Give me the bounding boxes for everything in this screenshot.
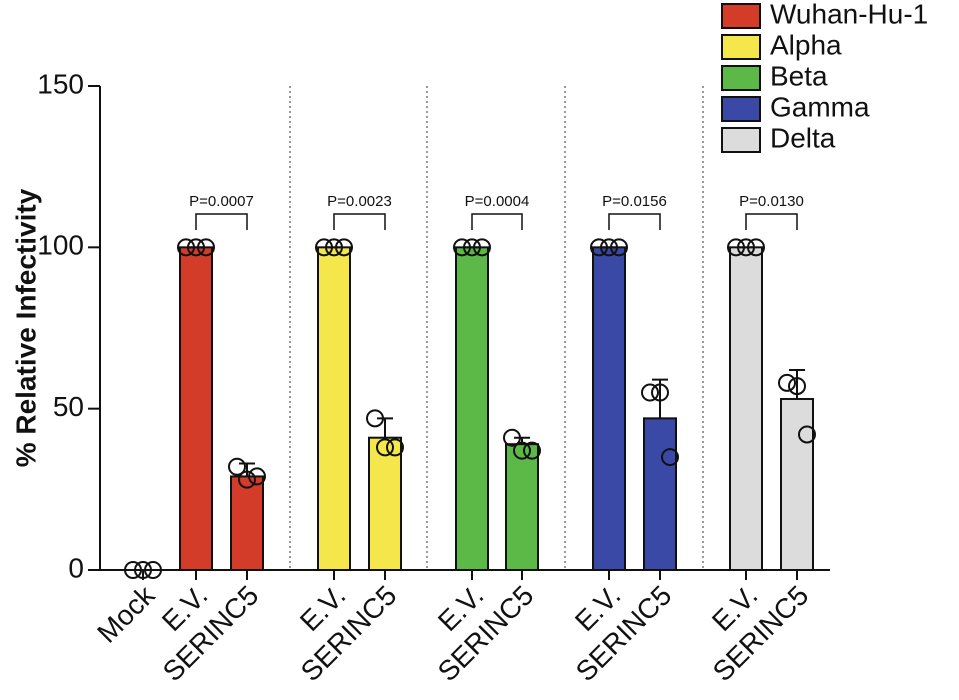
legend-label: Beta — [770, 60, 828, 91]
y-tick-label: 0 — [68, 552, 84, 583]
data-point — [134, 561, 152, 579]
separators — [289, 86, 704, 570]
bar — [505, 443, 539, 571]
data-point — [523, 441, 541, 460]
bar — [317, 246, 351, 571]
data-point — [778, 373, 796, 392]
data-point — [453, 238, 471, 257]
significance-bracket — [745, 213, 798, 230]
data-point — [651, 383, 669, 402]
significance-bracket — [608, 213, 661, 230]
data-point — [600, 238, 618, 257]
bar — [729, 246, 763, 571]
error-bar — [239, 462, 255, 477]
data-point — [737, 238, 755, 257]
data-point — [747, 238, 765, 257]
x-tick-label: SERINC5 — [432, 580, 540, 688]
data-point — [124, 561, 142, 579]
data-point — [503, 428, 521, 447]
data-point — [798, 425, 816, 444]
legend-swatch — [721, 34, 761, 60]
data-point — [386, 438, 404, 457]
bar — [368, 436, 402, 571]
error-bar — [377, 417, 393, 438]
data-point — [177, 238, 195, 257]
data-point — [335, 238, 353, 257]
legend-label: Alpha — [770, 29, 842, 60]
bar — [179, 246, 213, 571]
x-tick-label: Mock — [91, 579, 161, 649]
bar — [780, 397, 814, 571]
bar — [455, 246, 489, 571]
y-tick-label: 150 — [37, 68, 84, 99]
legend-swatch — [721, 3, 761, 29]
error-bar — [652, 378, 668, 419]
data-point — [513, 441, 531, 460]
data-point — [366, 409, 384, 428]
p-value: P=0.0023 — [327, 193, 392, 210]
y-axis-label: % Relative Infectivity — [10, 188, 41, 467]
data-point — [788, 377, 806, 396]
data-point — [144, 561, 162, 579]
data-point — [473, 238, 491, 257]
data-point — [197, 238, 215, 257]
legend-label: Delta — [770, 122, 836, 153]
data-point — [610, 238, 628, 257]
bar — [643, 417, 677, 572]
data-point — [238, 470, 256, 489]
bar — [592, 246, 626, 571]
data-point — [315, 238, 333, 257]
data-point — [187, 238, 205, 257]
data-point — [376, 438, 394, 457]
legend-label: Wuhan-Hu-1 — [770, 0, 928, 29]
data-point — [661, 448, 679, 467]
legend-swatch — [721, 127, 761, 153]
data-point — [325, 238, 343, 257]
data-point — [727, 238, 745, 257]
data-point — [590, 238, 608, 257]
significance-bracket — [471, 213, 523, 230]
significance-bracket — [195, 213, 248, 230]
legend-swatch — [721, 96, 761, 122]
significance-bracket — [333, 213, 386, 230]
legend-label: Gamma — [770, 91, 870, 122]
p-value: P=0.0130 — [739, 193, 804, 210]
data-point — [228, 457, 246, 476]
p-value: P=0.0004 — [465, 193, 530, 210]
p-value: P=0.0007 — [189, 193, 254, 210]
p-value: P=0.0156 — [602, 193, 667, 210]
data-point — [248, 467, 266, 486]
data-point — [641, 383, 659, 402]
legend-swatch — [721, 65, 761, 91]
data-point — [463, 238, 481, 257]
y-tick-label: 50 — [53, 391, 84, 422]
bar — [230, 475, 264, 571]
y-tick-label: 100 — [37, 230, 84, 261]
